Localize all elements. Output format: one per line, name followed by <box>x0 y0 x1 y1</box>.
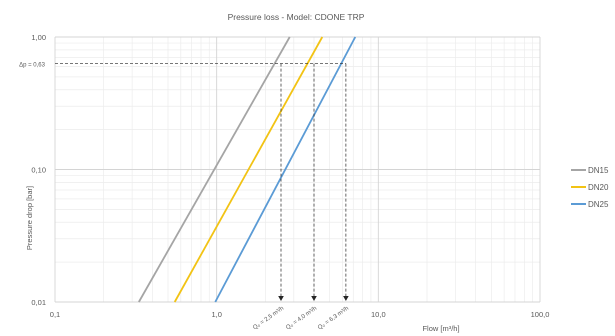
legend-label: DN25 <box>588 200 609 209</box>
major-grid <box>54 36 541 303</box>
y-tick-label: 1,00 <box>31 33 46 42</box>
series-line-dn25 <box>214 36 357 303</box>
x-tick-labels: 0,1 1,0 10,0 100,0 <box>50 310 550 319</box>
reference-lines: Δp = 0,63 Q₀ = 2,5 m³/h Q₀ = 4,0 m³/hQ₀ = … <box>19 63 350 332</box>
series-line-dn20 <box>173 36 324 303</box>
y-tick-labels: 0,01 0,10 1,00 <box>31 33 46 307</box>
annotation-label: Q₀ = 2,5 m³/h <box>252 306 285 332</box>
y-axis-label: Pressure drop [bar] <box>25 186 34 250</box>
legend-label: DN20 <box>588 183 609 192</box>
reference-label: Δp = 0,63 <box>19 63 46 69</box>
annotation-arrow-icon <box>278 296 284 301</box>
y-tick-label: 0,01 <box>31 298 46 307</box>
x-tick-label: 0,1 <box>50 310 60 319</box>
y-tick-label: 0,10 <box>31 166 46 175</box>
x-axis-label: Flow [m³/h] <box>422 324 459 333</box>
annotation-label: Q₀ = 6,3 m³/h <box>317 306 350 332</box>
annotation-label: Q₀ = 4,0 m³/h <box>285 306 318 332</box>
legend: DN15 DN20 DN25 <box>571 166 609 209</box>
x-tick-label: 1,0 <box>211 310 221 319</box>
legend-label: DN15 <box>588 166 609 175</box>
series-line-dn15 <box>138 36 291 303</box>
annotation-arrow-icon <box>343 296 349 301</box>
annotation-arrow-icon <box>311 296 317 301</box>
x-tick-label: 10,0 <box>371 310 386 319</box>
chart-title: Pressure loss - Model: CDONE TRP <box>228 12 365 22</box>
x-tick-label: 100,0 <box>531 310 550 319</box>
series-lines <box>138 36 357 303</box>
